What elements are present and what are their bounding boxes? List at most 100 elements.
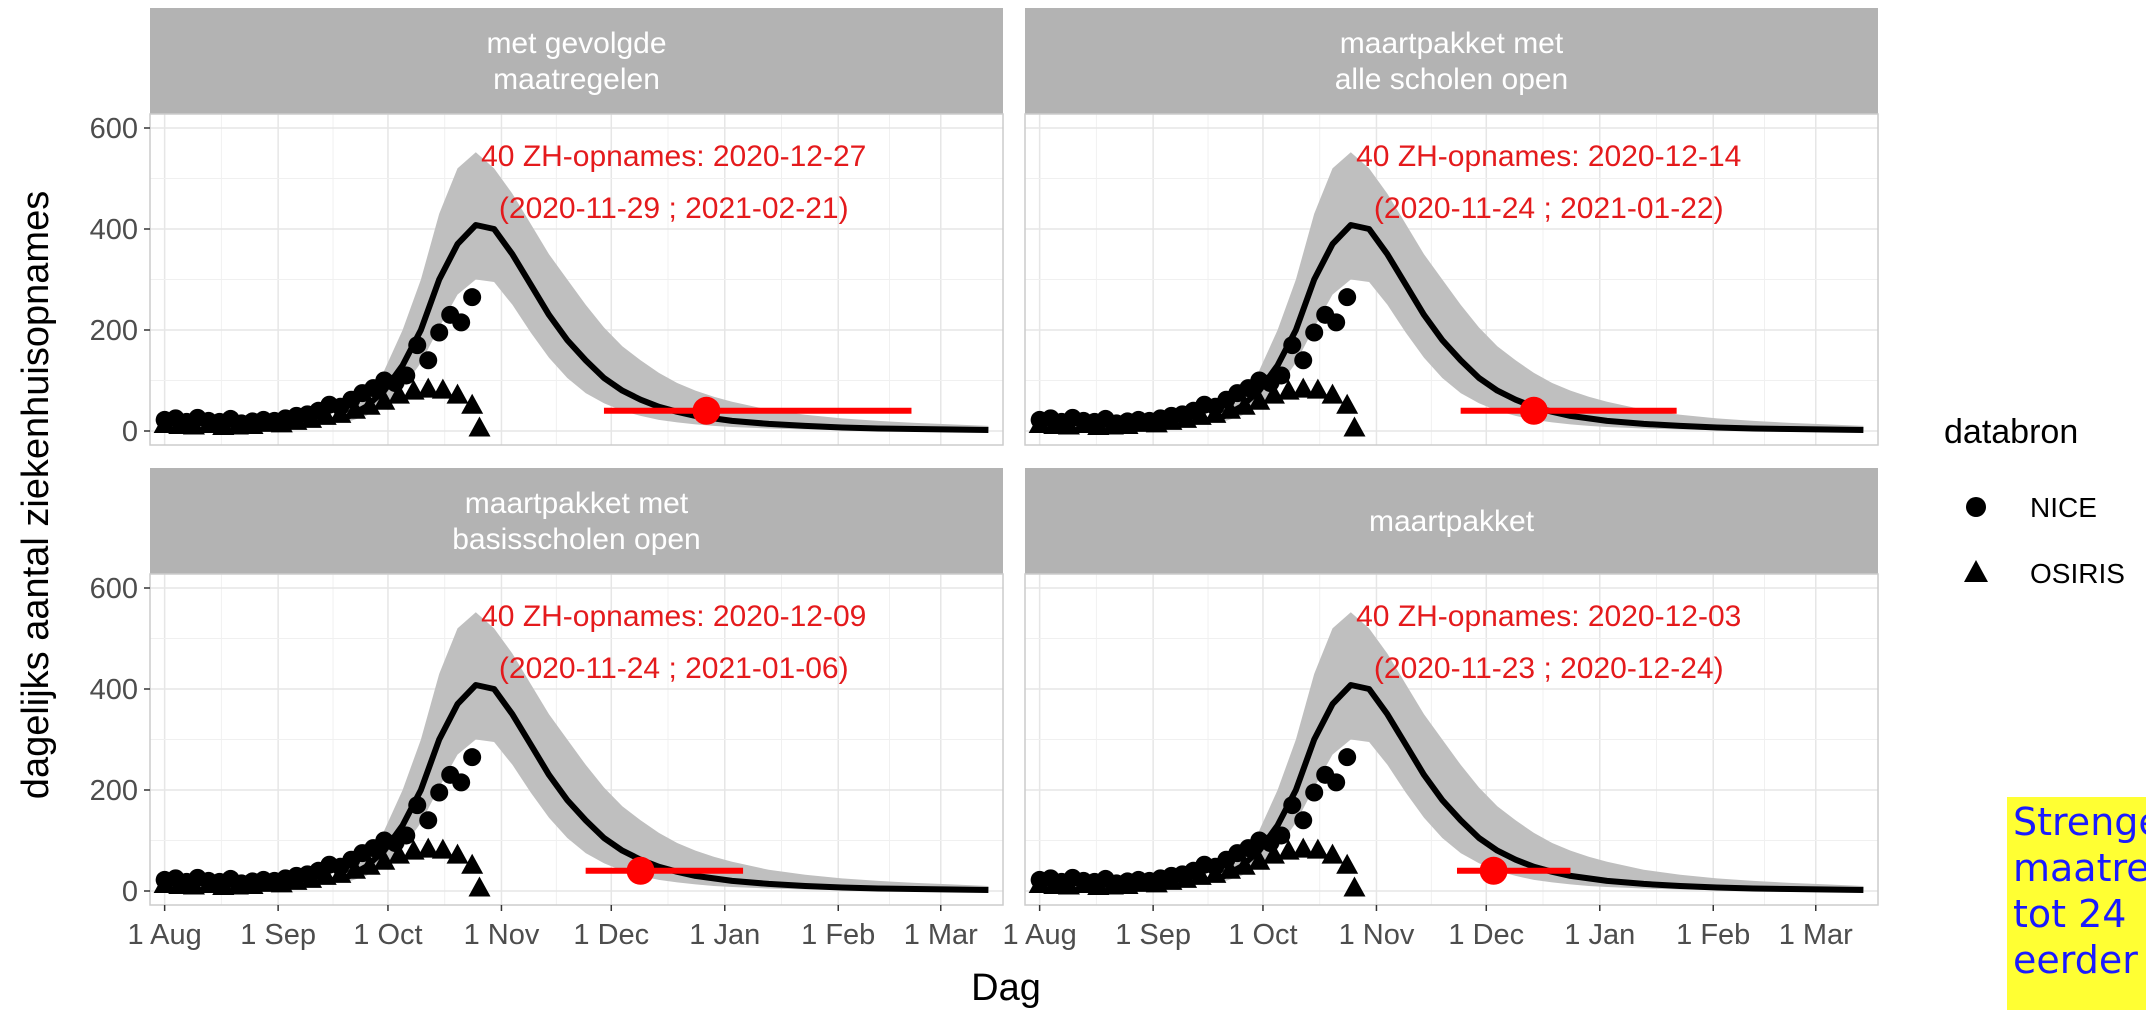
osiris-point xyxy=(1343,876,1366,897)
osiris-point xyxy=(1336,853,1359,874)
x-tick-label: 1 Mar xyxy=(904,919,978,951)
facet-strip xyxy=(1025,468,1878,574)
threshold-marker xyxy=(1479,856,1508,885)
axes: 0 200 400 600 0 200 400 600 1 Aug 1 Sep 1 Oct 1 Nov… xyxy=(90,113,1854,951)
osiris-point xyxy=(1321,383,1344,404)
nice-point xyxy=(1338,748,1357,767)
x-tick-label: 1 Nov xyxy=(1339,919,1415,951)
facet-strip xyxy=(150,468,1003,574)
osiris-point xyxy=(468,876,491,897)
nice-point xyxy=(1305,323,1324,342)
osiris-point xyxy=(373,849,396,870)
x-tick-label: 1 Dec xyxy=(1448,919,1524,951)
nice-point xyxy=(1294,351,1313,370)
nice-point xyxy=(1272,366,1291,385)
panel-border xyxy=(149,113,1004,446)
nice-point xyxy=(1283,336,1302,355)
osiris-point xyxy=(358,394,381,415)
osiris-point xyxy=(417,837,440,858)
legend-title: databron xyxy=(1944,413,2078,451)
nice-point xyxy=(1305,783,1324,802)
osiris-point xyxy=(1336,393,1359,414)
facet-strip-label: alle scholen open xyxy=(1335,63,1569,96)
osiris-point xyxy=(1306,838,1329,859)
threshold-annotation: 40 ZH-opnames: 2020-12-09 xyxy=(481,600,866,633)
x-tick-label: 1 Jan xyxy=(689,919,760,951)
threshold-annotation: (2020-11-24 ; 2021-01-06) xyxy=(499,652,849,685)
nice-point xyxy=(463,748,482,767)
nice-point xyxy=(419,811,438,830)
x-tick-label: 1 Mar xyxy=(1779,919,1853,951)
panel-border xyxy=(1024,573,1879,906)
threshold-marker xyxy=(1519,396,1548,425)
osiris-point xyxy=(431,378,454,399)
osiris-point xyxy=(1292,837,1315,858)
x-tick-label: 1 Oct xyxy=(353,919,422,951)
uncertainty-ribbon xyxy=(347,612,989,891)
x-tick-label: 1 Sep xyxy=(240,919,316,951)
x-tick-label: 1 Sep xyxy=(1115,919,1191,951)
facet-panel: maartpakket 40 ZH-opnames: 2020-12-03 (202… xyxy=(1024,468,1879,906)
legend-label-nice: NICE xyxy=(2030,492,2097,523)
facet-strip-label: maartpakket met xyxy=(1340,27,1564,60)
nice-point xyxy=(419,351,438,370)
x-tick-label: 1 Aug xyxy=(128,919,202,951)
y-tick-label: 600 xyxy=(90,573,138,605)
osiris-point xyxy=(373,389,396,410)
highlight-note: Strengere maatregelen tot 24 eerder xyxy=(2007,797,2146,1010)
osiris-point xyxy=(1248,849,1271,870)
x-tick-label: 1 Jan xyxy=(1564,919,1635,951)
x-tick-label: 1 Aug xyxy=(1003,919,1077,951)
threshold-marker xyxy=(626,856,655,885)
nice-point xyxy=(1327,773,1346,792)
osiris-point xyxy=(1233,854,1256,875)
panel-border xyxy=(1024,113,1879,446)
x-tick-label: 1 Feb xyxy=(801,919,875,951)
nice-point xyxy=(452,313,471,332)
legend: databron NICE OSIRIS xyxy=(1944,413,2125,589)
threshold-annotation: (2020-11-23 ; 2020-12-24) xyxy=(1374,652,1724,685)
osiris-point xyxy=(446,843,469,864)
x-axis-title: Dag xyxy=(971,967,1041,1009)
legend-label-osiris: OSIRIS xyxy=(2030,558,2125,589)
nice-point xyxy=(1338,288,1357,307)
legend-key-osiris-triangle xyxy=(1964,560,1988,582)
osiris-point xyxy=(1292,377,1315,398)
legend-key-nice-circle xyxy=(1966,497,1986,517)
model-median-line xyxy=(346,682,989,893)
osiris-point xyxy=(468,416,491,437)
osiris-point xyxy=(1343,416,1366,437)
facet-strip-label: maartpakket met xyxy=(465,487,689,520)
highlight-note-text: Strengere maatregelen tot 24 eerder xyxy=(2013,800,2146,982)
facet-strip xyxy=(150,8,1003,114)
y-axis-title: dagelijks aantal ziekenhuisopnames xyxy=(15,191,57,799)
osiris-point xyxy=(1306,378,1329,399)
facet-strip-label: basisscholen open xyxy=(452,523,701,556)
y-tick-label: 400 xyxy=(90,214,138,246)
x-tick-label: 1 Dec xyxy=(573,919,649,951)
nice-point xyxy=(408,336,427,355)
nice-point xyxy=(452,773,471,792)
nice-point xyxy=(463,288,482,307)
uncertainty-ribbon xyxy=(1222,152,1864,431)
nice-point xyxy=(1283,796,1302,815)
x-tick-label: 1 Nov xyxy=(464,919,540,951)
facet-strip-label: met gevolgde xyxy=(486,27,666,60)
nice-point xyxy=(430,783,449,802)
threshold-annotation: 40 ZH-opnames: 2020-12-14 xyxy=(1356,140,1741,173)
osiris-point xyxy=(1248,389,1271,410)
facet-strip xyxy=(1025,8,1878,114)
x-tick-label: 1 Feb xyxy=(1676,919,1750,951)
uncertainty-ribbon xyxy=(1222,612,1864,891)
model-median-line xyxy=(1221,222,1864,433)
panel-border xyxy=(149,573,1004,906)
y-tick-label: 0 xyxy=(122,416,138,448)
y-tick-label: 200 xyxy=(90,775,138,807)
facet-strip-label: maatregelen xyxy=(493,63,660,96)
y-tick-label: 400 xyxy=(90,674,138,706)
nice-point xyxy=(397,366,416,385)
